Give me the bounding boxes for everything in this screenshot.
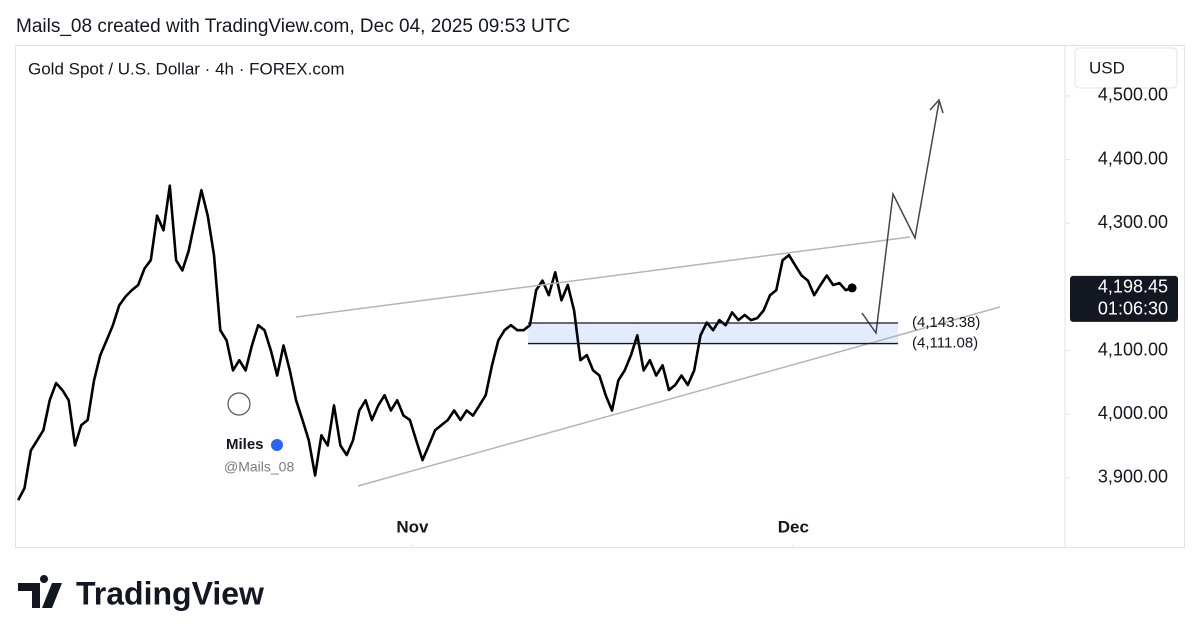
verified-badge (271, 439, 283, 451)
price-line (17, 184, 853, 501)
logo: TradingView (18, 575, 264, 611)
y-tick-label: 4,000.00 (1098, 403, 1168, 423)
currency: USD (1089, 58, 1125, 77)
x-tick-label: Nov (396, 517, 429, 536)
wedge-lower (357, 306, 1001, 487)
y-tick-label: 3,900.00 (1098, 467, 1168, 487)
watermark: Miles @Mails_08 (224, 392, 294, 475)
chart-title: Gold Spot / U.S. Dollar · 4h · FOREX.com (28, 59, 344, 78)
countdown: 01:06:30 (1098, 299, 1168, 319)
level-label: (4,143.38) (912, 314, 980, 331)
plot (17, 184, 898, 501)
zone (528, 322, 898, 344)
last-price-box (1070, 275, 1178, 322)
logo-mark (18, 575, 62, 608)
y-tick-label: 4,100.00 (1098, 339, 1168, 359)
y-tick-label: 4,300.00 (1098, 212, 1168, 232)
last-price-label: 4,198.45 (1098, 277, 1168, 297)
y-tick-label: 4,500.00 (1098, 85, 1168, 105)
x-tick-label: Dec (778, 517, 809, 536)
last-point (847, 283, 857, 293)
footer-brand: TradingView (76, 575, 264, 611)
wedge-upper (295, 236, 911, 318)
avatar (227, 392, 251, 416)
watermark-name: Miles (226, 436, 264, 453)
watermark-handle: @Mails_08 (224, 459, 294, 475)
projection (861, 101, 940, 336)
currency-box (1074, 47, 1178, 89)
level-label: (4,111.08) (912, 335, 978, 352)
chart-frame (15, 45, 1185, 548)
header: Mails_08 created with TradingView.com, D… (16, 16, 570, 37)
y-tick-label: 4,400.00 (1098, 148, 1168, 168)
projection-arrowhead (929, 98, 944, 114)
